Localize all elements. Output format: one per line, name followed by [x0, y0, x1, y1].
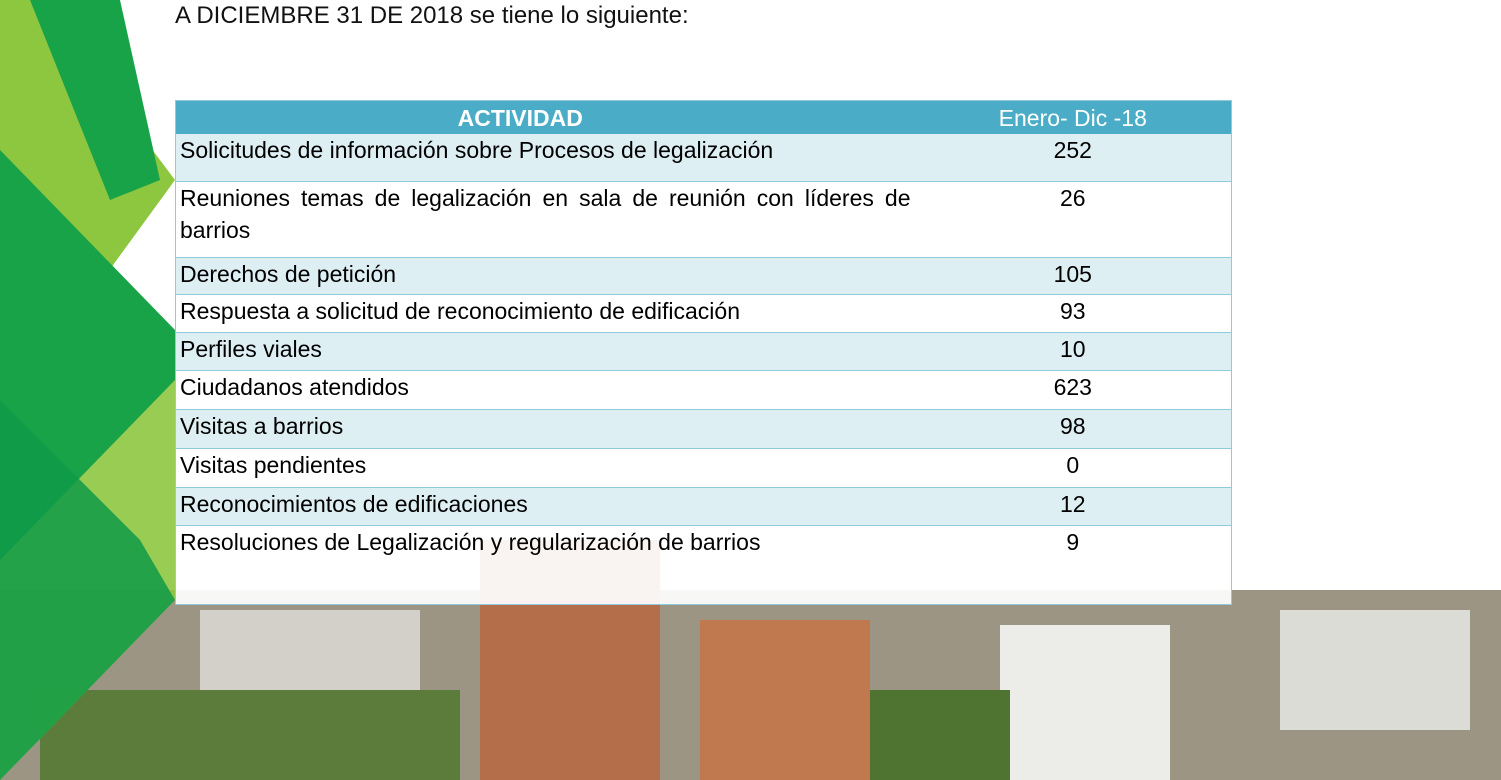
activity-cell: Derechos de petición: [176, 257, 921, 294]
header-cell: Enero- Dic -18: [921, 101, 1232, 135]
building: [1280, 610, 1470, 730]
count-cell: 12: [921, 487, 1232, 525]
activity-cell: Visitas pendientes: [176, 448, 921, 487]
activity-cell: Resoluciones de Legalización y regulariz…: [176, 525, 921, 604]
count-cell: 93: [921, 294, 1232, 332]
count-cell: 10: [921, 332, 1232, 370]
activity-cell: Respuesta a solicitud de reconocimiento …: [176, 294, 921, 332]
count-cell: 105: [921, 257, 1232, 294]
slide: A DICIEMBRE 31 DE 2018 se tiene lo sigui…: [0, 0, 1501, 780]
activity-cell: Reuniones temas de legalización en sala …: [176, 181, 921, 257]
header-cell: ACTIVIDAD: [176, 101, 921, 135]
building: [1000, 625, 1170, 780]
table-row: Respuesta a solicitud de reconocimiento …: [176, 294, 1232, 332]
count-cell: 0: [921, 448, 1232, 487]
table-row: Reuniones temas de legalización en sala …: [176, 181, 1232, 257]
heading: A DICIEMBRE 31 DE 2018 se tiene lo sigui…: [175, 2, 689, 30]
table-row: Solicitudes de información sobre Proceso…: [176, 134, 1232, 181]
table-row: Resoluciones de Legalización y regulariz…: [176, 525, 1232, 604]
trees: [40, 690, 460, 780]
activity-cell: Reconocimientos de edificaciones: [176, 487, 921, 525]
activity-table: ACTIVIDAD Enero- Dic -18 Solicitudes de …: [175, 100, 1232, 605]
activity-cell: Solicitudes de información sobre Proceso…: [176, 134, 921, 181]
activity-cell: Perfiles viales: [176, 332, 921, 370]
count-cell: 623: [921, 370, 1232, 409]
building: [700, 620, 870, 780]
count-cell: 252: [921, 134, 1232, 181]
count-cell: 9: [921, 525, 1232, 604]
header-row: ACTIVIDAD Enero- Dic -18: [176, 101, 1232, 135]
trees: [870, 690, 1010, 780]
activity-cell: Visitas a barrios: [176, 409, 921, 448]
activity-cell: Ciudadanos atendidos: [176, 370, 921, 409]
count-cell: 98: [921, 409, 1232, 448]
count-cell: 26: [921, 181, 1232, 257]
